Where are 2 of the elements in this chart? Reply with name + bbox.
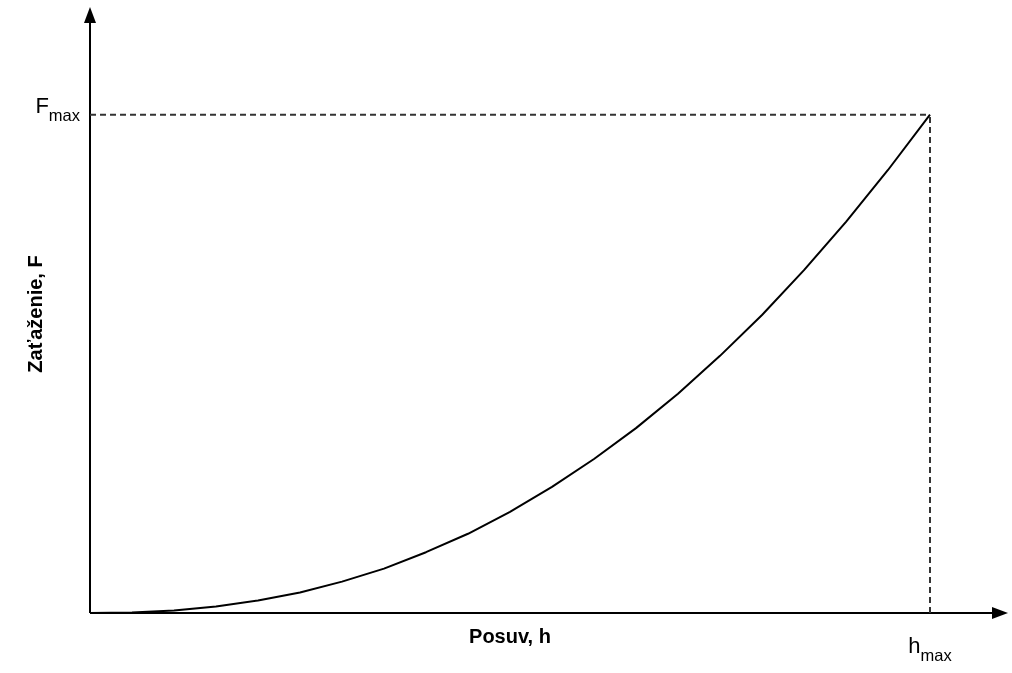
x-axis-title: Posuv, h xyxy=(469,624,551,647)
y-axis-title: Zaťaženie, F xyxy=(23,255,46,373)
